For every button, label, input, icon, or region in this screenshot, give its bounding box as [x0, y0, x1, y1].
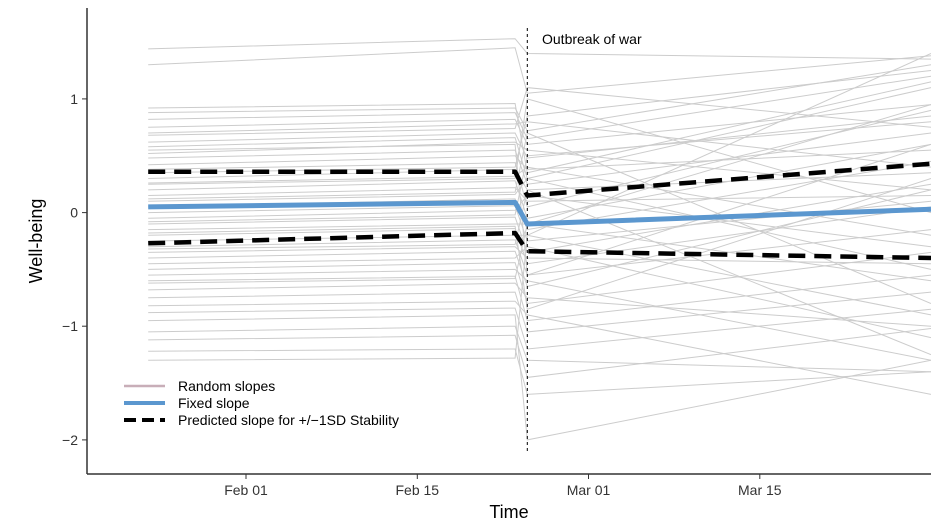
- series-group: [148, 161, 931, 261]
- legend-label-random-slopes: Random slopes: [178, 378, 275, 394]
- event-label: Outbreak of war: [542, 31, 642, 47]
- random-slope-line: [148, 87, 931, 180]
- random-slope-line: [148, 141, 931, 191]
- random-slope-line: [148, 325, 931, 373]
- y-tick-label: 0: [70, 205, 78, 221]
- random-slope-line: [148, 38, 931, 60]
- y-axis-title: Well-being: [26, 199, 46, 284]
- y-tick-label: −1: [62, 318, 78, 334]
- random-slopes-group: [148, 38, 931, 441]
- random-slope-line: [148, 194, 931, 248]
- random-slope-line: [148, 251, 931, 305]
- random-slope-line: [148, 328, 931, 378]
- ticks-group: Feb 01 Feb 15 Mar 01 Mar 15 1 0 −1 −2: [62, 91, 782, 498]
- random-slope-line: [148, 87, 931, 136]
- legend-label-predicted-slope: Predicted slope for +/−1SD Stability: [178, 412, 399, 428]
- y-tick-label: −2: [62, 432, 78, 448]
- x-tick-label: Feb 15: [396, 482, 440, 498]
- random-slope-line: [148, 64, 931, 132]
- random-slope-line: [148, 104, 931, 145]
- random-slope-line: [148, 47, 931, 94]
- y-tick-label: 1: [70, 91, 78, 107]
- random-slope-line: [148, 104, 931, 284]
- random-slope-line: [148, 121, 931, 223]
- legend-label-fixed-slope: Fixed slope: [178, 395, 250, 411]
- random-slope-line: [148, 206, 931, 265]
- random-slope-line: [148, 229, 931, 276]
- random-slope-line: [148, 115, 931, 159]
- x-tick-label: Feb 01: [224, 482, 268, 498]
- fixed-slope-line: [148, 199, 931, 227]
- x-axis-title: Time: [489, 502, 528, 522]
- x-tick-label: Mar 01: [567, 482, 611, 498]
- random-slope-line: [148, 307, 931, 350]
- random-slope-line: [148, 291, 931, 333]
- random-slope-line: [148, 187, 931, 202]
- random-slope-line: [148, 314, 931, 441]
- legend: Random slopes Fixed slope Predicted slop…: [124, 378, 399, 428]
- random-slope-line: [148, 143, 931, 219]
- predicted-slope-minus-1sd-line: [148, 230, 931, 261]
- random-slope-line: [148, 300, 931, 395]
- predicted-slope-plus-1sd-line: [148, 161, 931, 198]
- random-slope-line: [148, 268, 931, 361]
- random-slope-line: [148, 178, 931, 310]
- random-slope-line: [148, 98, 931, 214]
- random-slope-line: [148, 348, 931, 395]
- random-slope-line: [148, 166, 931, 236]
- random-slope-line: [148, 53, 931, 361]
- x-tick-label: Mar 15: [738, 482, 782, 498]
